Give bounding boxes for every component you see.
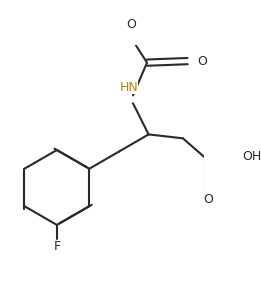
Text: OH: OH bbox=[242, 150, 261, 163]
Text: O: O bbox=[198, 55, 207, 68]
Text: O: O bbox=[203, 193, 213, 206]
Text: F: F bbox=[53, 240, 61, 253]
Text: HN: HN bbox=[120, 81, 138, 94]
Text: O: O bbox=[127, 18, 136, 31]
